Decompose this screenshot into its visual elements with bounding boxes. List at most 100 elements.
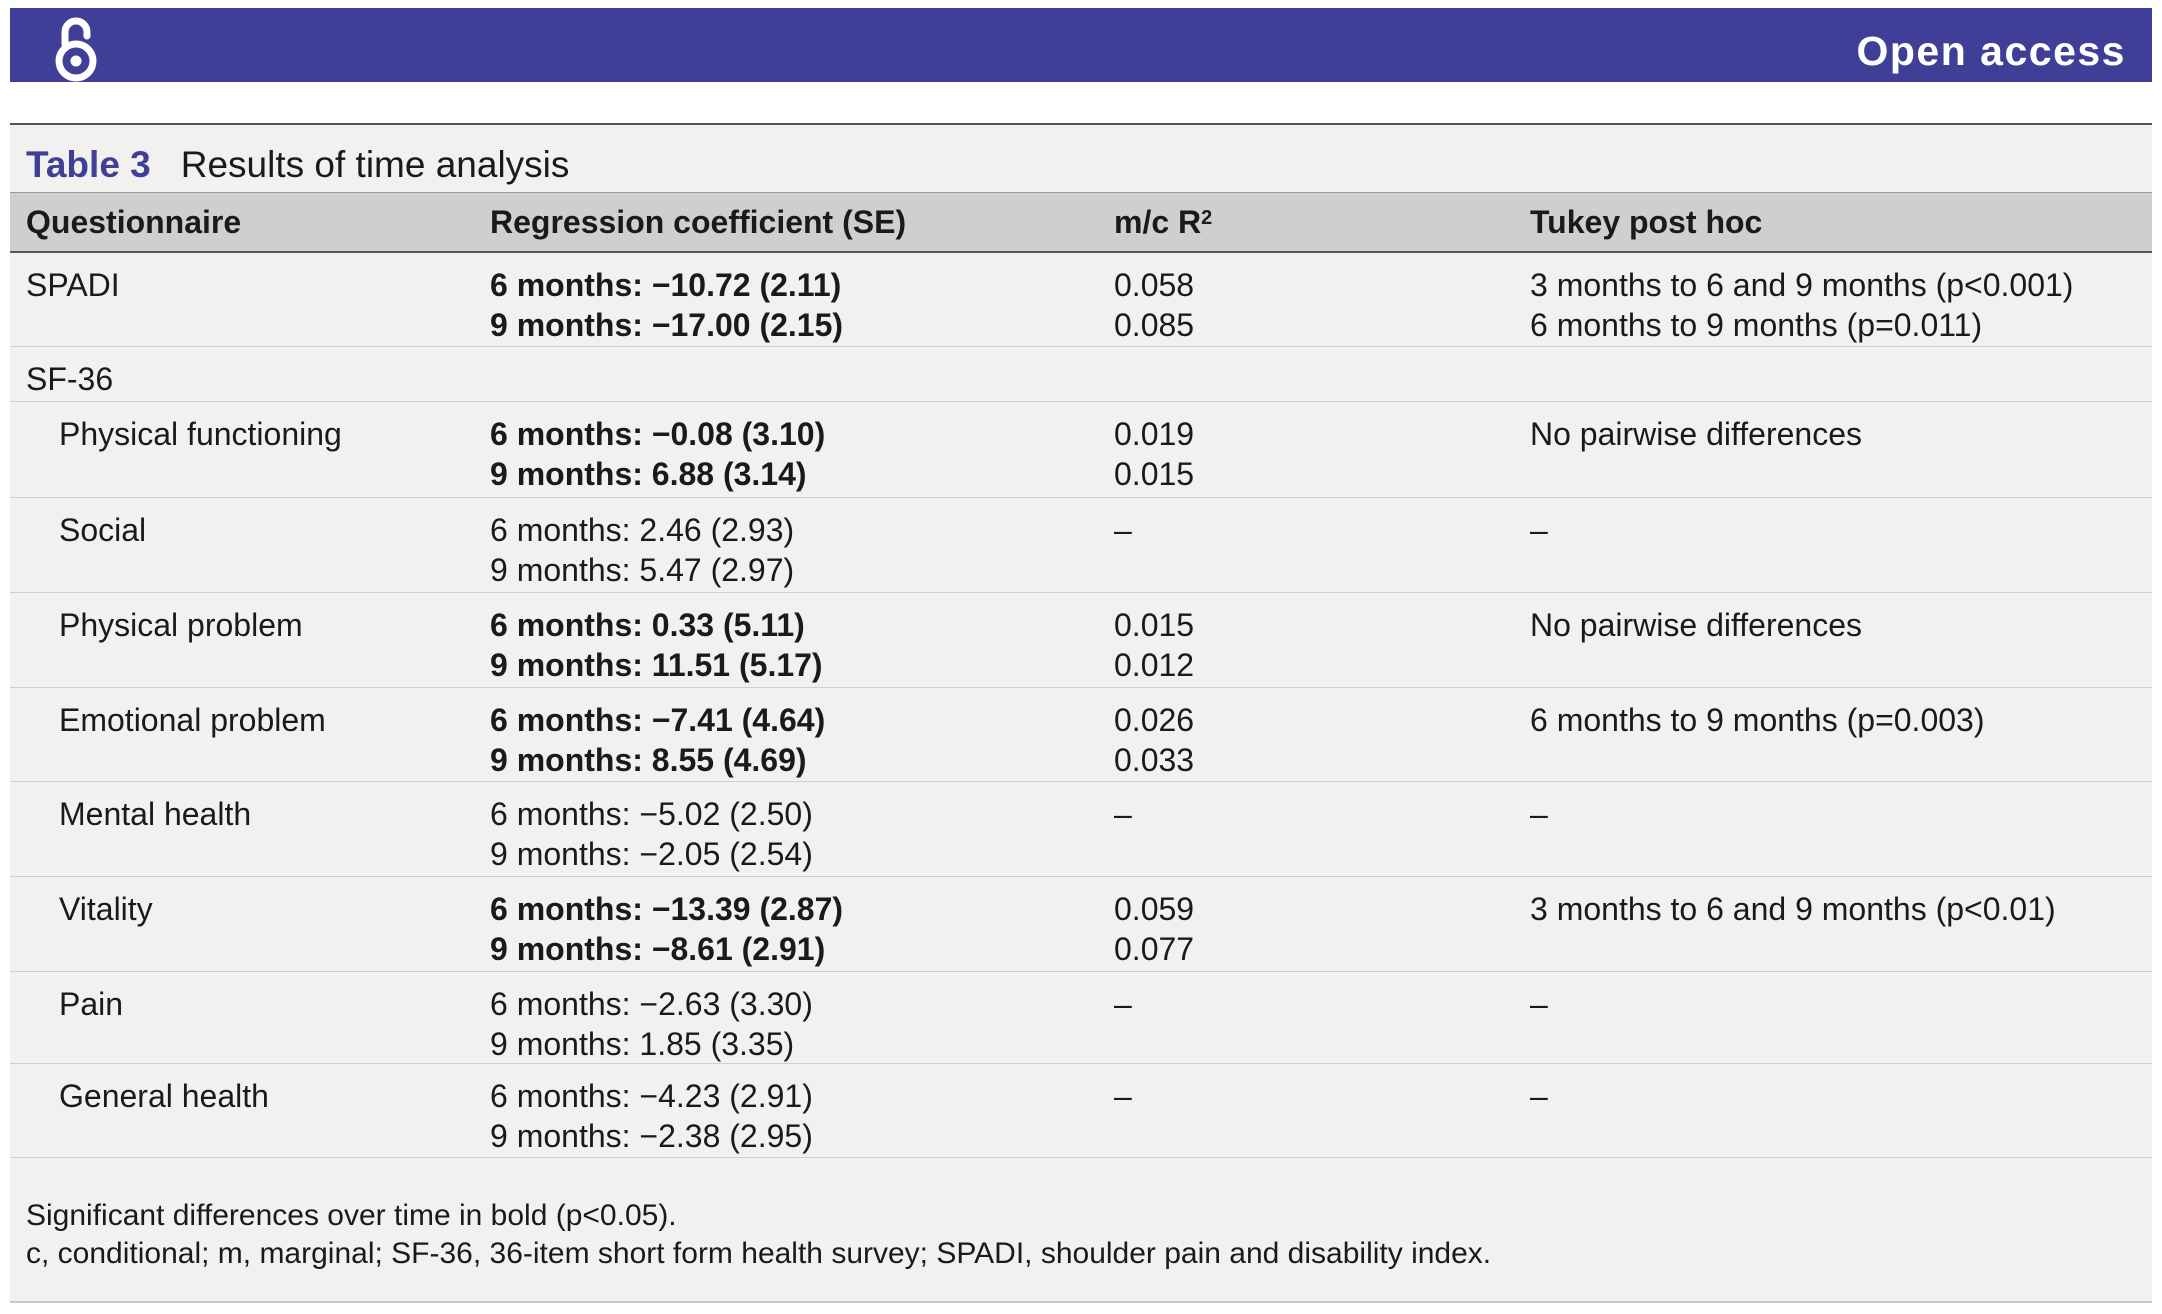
cell-r2: 0.059 0.077: [1114, 889, 1194, 969]
table-row: Physical problem 6 months: 0.33 (5.11) 9 m…: [10, 592, 2152, 688]
cell-regression-coefficient-line: 9 months: 5.47 (2.97): [490, 552, 795, 588]
cell-regression-coefficient-line: 6 months: −2.63 (3.30): [490, 986, 813, 1022]
cell-regression-coefficient-line: 9 months: 1.85 (3.35): [490, 1026, 795, 1062]
cell-tukey: No pairwise differences: [1530, 605, 1862, 645]
cell-tukey-line: 3 months to 6 and 9 months (p<0.01): [1530, 891, 2056, 927]
cell-r2: –: [1114, 794, 1132, 834]
cell-regression-coefficient-line: 9 months: −2.38 (2.95): [490, 1118, 813, 1154]
table-panel: Table 3 Results of time analysis Question…: [10, 123, 2152, 1303]
cell-regression-coefficient: 6 months: 2.46 (2.93) 9 months: 5.47 (2.9…: [490, 510, 794, 590]
cell-questionnaire: Mental health: [59, 796, 252, 832]
cell-r2-line: –: [1114, 512, 1132, 548]
cell-regression-coefficient: 6 months: −10.72 (2.11) 9 months: −17.00 …: [490, 265, 843, 345]
cell-r2: 0.058 0.085: [1114, 265, 1194, 345]
header-questionnaire: Questionnaire: [26, 204, 242, 240]
cell-regression-coefficient-line: 6 months: −5.02 (2.50): [490, 796, 813, 832]
cell-questionnaire: Physical functioning: [59, 416, 342, 452]
cell-tukey-line: –: [1530, 512, 1548, 548]
cell-regression-coefficient-line: 6 months: −10.72 (2.11): [490, 267, 842, 303]
cell-regression-coefficient: 6 months: −0.08 (3.10) 9 months: 6.88 (3.…: [490, 414, 825, 494]
footnote-abbreviations: c, conditional; m, marginal; SF-36, 36-i…: [26, 1237, 1492, 1270]
table-row: Vitality 6 months: −13.39 (2.87) 9 months:…: [10, 876, 2152, 972]
table-row: SF-36: [10, 346, 2152, 402]
cell-regression-coefficient: 6 months: 0.33 (5.11) 9 months: 11.51 (5.…: [490, 605, 823, 685]
open-access-lock-icon: [55, 17, 97, 82]
cell-regression-coefficient-line: 9 months: −17.00 (2.15): [490, 307, 844, 343]
cell-regression-coefficient: 6 months: −4.23 (2.91) 9 months: −2.38 (2…: [490, 1076, 813, 1156]
cell-r2-line: 0.015: [1114, 456, 1195, 492]
cell-tukey: 6 months to 9 months (p=0.003): [1530, 700, 1984, 740]
cell-r2-line: –: [1114, 796, 1132, 832]
cell-regression-coefficient-line: 6 months: −13.39 (2.87): [490, 891, 844, 927]
cell-r2: 0.019 0.015: [1114, 414, 1194, 494]
header-regression-coefficient: Regression coefficient (SE): [490, 204, 907, 240]
header-r2-superscript: 2: [1201, 207, 1213, 229]
cell-r2-line: 0.012: [1114, 647, 1195, 683]
header-tukey: Tukey post hoc: [1530, 204, 1763, 240]
cell-r2-line: –: [1114, 986, 1132, 1022]
cell-r2-line: 0.085: [1114, 307, 1195, 343]
cell-tukey-line: 3 months to 6 and 9 months (p<0.001): [1530, 267, 2074, 303]
cell-regression-coefficient-line: 6 months: −7.41 (4.64): [490, 702, 826, 738]
cell-r2-line: 0.019: [1114, 416, 1195, 452]
cell-r2-line: 0.033: [1114, 742, 1195, 778]
cell-r2-line: 0.058: [1114, 267, 1195, 303]
cell-regression-coefficient: 6 months: −7.41 (4.64) 9 months: 8.55 (4.…: [490, 700, 825, 780]
cell-questionnaire: Physical problem: [59, 607, 303, 643]
table-row: Physical functioning 6 months: −0.08 (3.1…: [10, 401, 2152, 498]
cell-regression-coefficient-line: 9 months: 8.55 (4.69): [490, 742, 807, 778]
cell-regression-coefficient: 6 months: −2.63 (3.30) 9 months: 1.85 (3.…: [490, 984, 813, 1064]
cell-tukey: 3 months to 6 and 9 months (p<0.01): [1530, 889, 2056, 929]
cell-questionnaire: Social: [59, 512, 147, 548]
cell-tukey-line: No pairwise differences: [1530, 416, 1863, 452]
cell-tukey: –: [1530, 1076, 1548, 1116]
header-r2: m/c R2: [1114, 193, 1212, 251]
cell-questionnaire: SF-36: [26, 361, 114, 397]
table-footnotes: Significant differences over time in bol…: [26, 1197, 1491, 1273]
cell-tukey-line: –: [1530, 986, 1548, 1022]
cell-r2: –: [1114, 510, 1132, 550]
table-row: Pain 6 months: −2.63 (3.30) 9 months: 1.85…: [10, 971, 2152, 1064]
cell-questionnaire: Vitality: [59, 891, 153, 927]
cell-tukey: –: [1530, 984, 1548, 1024]
cell-tukey-line: 6 months to 9 months (p=0.003): [1530, 702, 1985, 738]
cell-regression-coefficient-line: 9 months: −2.05 (2.54): [490, 836, 813, 872]
table-row: General health 6 months: −4.23 (2.91) 9 mo…: [10, 1063, 2152, 1158]
cell-r2-line: 0.059: [1114, 891, 1195, 927]
cell-r2: –: [1114, 1076, 1132, 1116]
cell-regression-coefficient-line: 6 months: 0.33 (5.11): [490, 607, 805, 643]
cell-r2: 0.026 0.033: [1114, 700, 1194, 780]
table-row: Emotional problem 6 months: −7.41 (4.64) 9…: [10, 687, 2152, 782]
cell-tukey: –: [1530, 794, 1548, 834]
cell-regression-coefficient-line: 6 months: −4.23 (2.91): [490, 1078, 813, 1114]
cell-regression-coefficient-line: 9 months: 11.51 (5.17): [490, 647, 823, 683]
cell-regression-coefficient-line: 9 months: −8.61 (2.91): [490, 931, 826, 967]
table-header-row: Questionnaire Regression coefficient (SE…: [10, 192, 2152, 253]
footnote-significance: Significant differences over time in bol…: [26, 1199, 677, 1232]
cell-tukey-line: No pairwise differences: [1530, 607, 1863, 643]
cell-regression-coefficient: 6 months: −5.02 (2.50) 9 months: −2.05 (2…: [490, 794, 813, 874]
cell-r2-line: –: [1114, 1078, 1132, 1114]
table-caption: Table 3 Results of time analysis: [26, 141, 569, 189]
cell-regression-coefficient-line: 6 months: 2.46 (2.93): [490, 512, 795, 548]
cell-r2-line: 0.026: [1114, 702, 1195, 738]
table-title: Results of time analysis: [180, 144, 570, 185]
cell-regression-coefficient-line: 6 months: −0.08 (3.10): [490, 416, 826, 452]
cell-regression-coefficient: 6 months: −13.39 (2.87) 9 months: −8.61 (…: [490, 889, 843, 969]
cell-tukey: No pairwise differences: [1530, 414, 1862, 454]
cell-tukey-line: –: [1530, 1078, 1548, 1114]
cell-tukey-line: 6 months to 9 months (p=0.011): [1530, 307, 1983, 343]
header-r2-text: m/c R: [1114, 204, 1202, 240]
cell-r2-line: 0.015: [1114, 607, 1195, 643]
table-row: SPADI 6 months: −10.72 (2.11) 9 months: −1…: [10, 252, 2152, 347]
cell-questionnaire: SPADI: [26, 267, 120, 303]
cell-questionnaire: Pain: [59, 986, 124, 1022]
cell-regression-coefficient-line: 9 months: 6.88 (3.14): [490, 456, 807, 492]
cell-questionnaire: General health: [59, 1078, 269, 1114]
table-row: Social 6 months: 2.46 (2.93) 9 months: 5.4…: [10, 497, 2152, 593]
table-label: Table 3: [26, 144, 151, 185]
open-access-label: Open access: [1856, 28, 2126, 74]
table-row: Mental health 6 months: −5.02 (2.50) 9 mon…: [10, 781, 2152, 877]
cell-r2: –: [1114, 984, 1132, 1024]
cell-r2: 0.015 0.012: [1114, 605, 1194, 685]
